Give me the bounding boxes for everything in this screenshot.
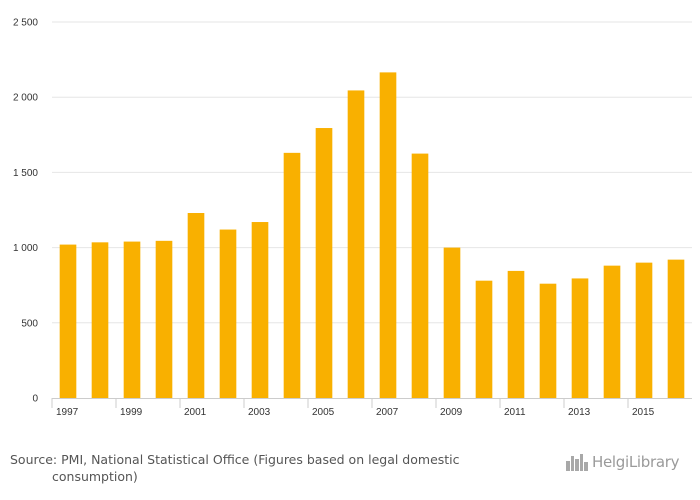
brand-logo: HelgiLibrary [566,452,680,472]
y-axis-ticks: 0 500 1 000 1 500 2 000 2 500 [13,18,38,405]
bar-2010 [475,280,493,398]
y-tick-label: 1 000 [13,243,38,254]
bar-2011 [507,270,525,398]
bar-2016 [667,259,685,398]
x-tick-label: 2015 [632,407,655,418]
x-tick-label: 2003 [248,407,271,418]
x-tick-label: 1999 [120,407,143,418]
bar-1997 [59,244,77,398]
y-tick-label: 1 500 [13,168,38,179]
y-tick-label: 2 000 [13,93,38,104]
brand-name: HelgiLibrary [592,453,680,471]
bar-1998 [91,242,109,398]
bar-2013 [571,278,589,398]
x-tick-label: 2009 [440,407,463,418]
x-tick-label: 1997 [56,407,79,418]
x-axis-ticks: 1997 1999 2001 2003 2005 2007 2009 2011 2013 2015 [51,398,655,418]
city-skyline-icon [566,454,588,471]
bar-chart: 0 500 1 000 1 500 2 000 2 500 1997 1999 2001 200… [13,18,692,418]
bar-2012 [539,283,557,398]
bar-2000 [155,240,173,398]
bar-2006 [347,90,365,398]
bar-2009 [443,247,461,398]
x-tick-label: 2013 [568,407,591,418]
bars [59,72,685,399]
bar-2005 [315,128,333,399]
bar-2015 [635,262,653,398]
bar-2003 [251,222,269,398]
bar-2004 [283,152,301,398]
grid-lines [52,21,692,324]
bar-2002 [219,229,237,398]
x-tick-label: 2011 [504,407,526,418]
x-tick-label: 2007 [376,407,399,418]
y-tick-label: 500 [21,318,38,329]
bar-2007 [379,72,397,398]
bar-2014 [603,265,621,398]
bar-2001 [187,213,205,398]
x-tick-label: 2005 [312,407,335,418]
bar-2008 [411,153,429,398]
source-note: Source: PMI, National Statistical Office… [10,452,460,484]
y-tick-label: 0 [32,394,38,405]
y-tick-label: 2 500 [13,18,38,29]
bar-1999 [123,241,141,398]
x-tick-label: 2001 [184,407,207,418]
